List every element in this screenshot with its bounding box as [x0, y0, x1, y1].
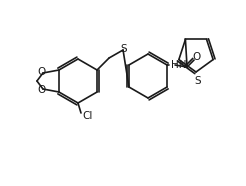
Text: S: S [195, 76, 201, 86]
Text: O: O [38, 67, 46, 77]
Text: Cl: Cl [82, 111, 92, 121]
Text: HN: HN [171, 60, 186, 70]
Text: S: S [121, 44, 127, 54]
Text: O: O [192, 52, 200, 62]
Text: O: O [38, 85, 46, 95]
